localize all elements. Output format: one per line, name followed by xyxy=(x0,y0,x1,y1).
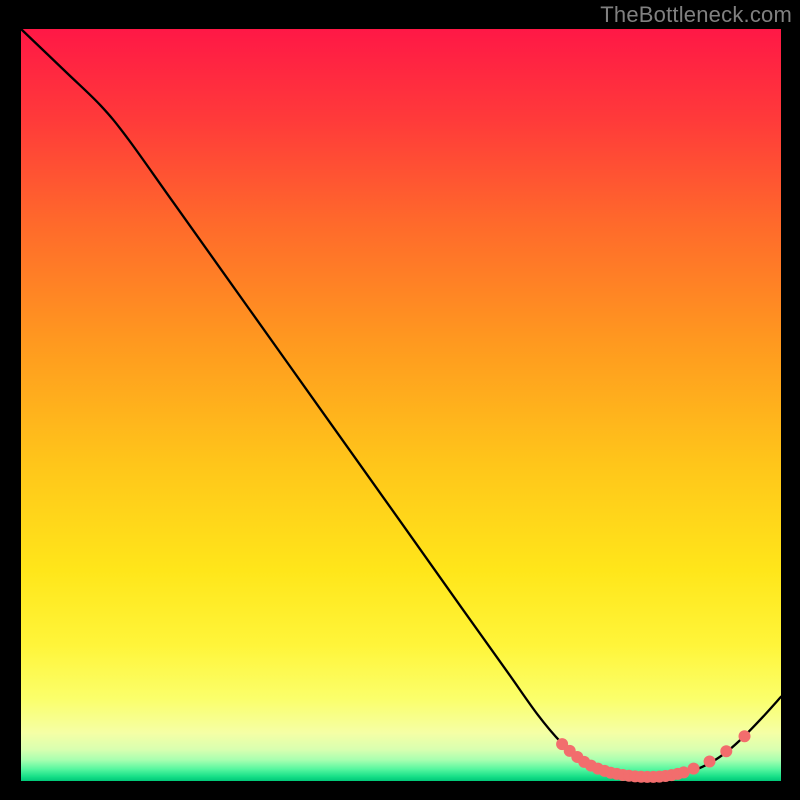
curve-marker xyxy=(720,745,732,757)
plot-gradient-bg xyxy=(21,29,781,781)
plot-svg xyxy=(0,0,800,800)
curve-marker xyxy=(739,730,751,742)
watermark-text: TheBottleneck.com xyxy=(600,2,792,28)
curve-marker xyxy=(704,755,716,767)
chart-frame: TheBottleneck.com xyxy=(0,0,800,800)
curve-marker xyxy=(688,763,700,775)
